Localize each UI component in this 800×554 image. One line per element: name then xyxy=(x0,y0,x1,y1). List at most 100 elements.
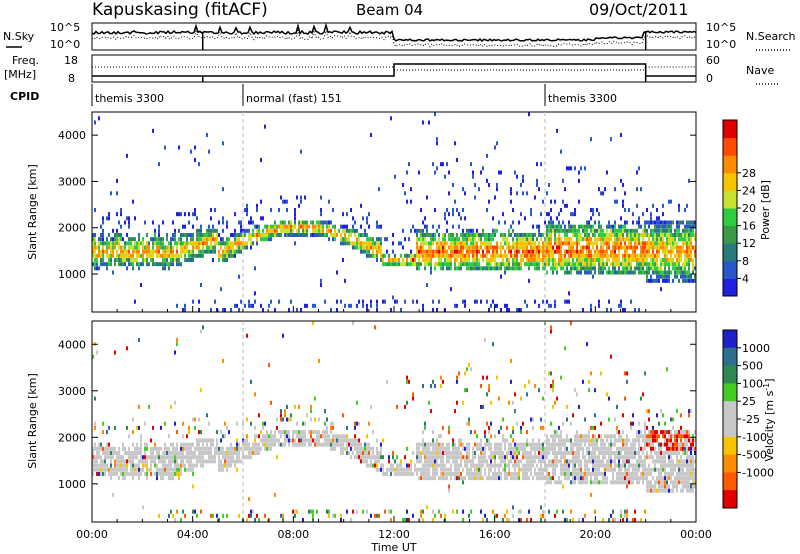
heatmap-cell xyxy=(106,446,108,451)
heatmap-cell xyxy=(452,471,454,476)
heatmap-cell xyxy=(640,233,642,237)
heatmap-cell xyxy=(438,245,440,250)
heatmap-cell xyxy=(196,455,198,460)
heatmap-cell xyxy=(518,220,520,225)
heatmap-cell xyxy=(130,258,132,262)
heatmap-cell xyxy=(122,245,124,250)
heatmap-cell xyxy=(406,518,408,522)
heatmap-cell xyxy=(280,224,282,229)
heatmap-cell xyxy=(488,258,490,262)
heatmap-cell xyxy=(632,455,634,460)
heatmap-cell xyxy=(152,237,154,242)
heatmap-cell xyxy=(610,224,612,229)
heatmap-cell xyxy=(470,476,472,481)
heatmap-cell xyxy=(360,224,362,229)
heatmap-cell xyxy=(382,463,384,468)
heatmap-cell xyxy=(612,480,614,485)
heatmap-cell xyxy=(578,237,580,242)
heatmap-cell xyxy=(110,451,112,455)
heatmap-cell xyxy=(572,212,574,217)
heatmap-cell xyxy=(454,249,456,254)
heatmap-cell xyxy=(236,421,238,426)
heatmap-cell xyxy=(598,471,600,476)
heatmap-cell xyxy=(474,183,476,187)
heatmap-cell xyxy=(366,459,368,464)
heatmap-cell xyxy=(604,253,606,258)
heatmap-cell xyxy=(626,237,628,242)
heatmap-cell xyxy=(678,258,680,262)
heatmap-cell xyxy=(320,195,322,200)
heatmap-cell xyxy=(548,509,550,514)
heatmap-cell xyxy=(650,451,652,455)
heatmap-cell xyxy=(656,274,658,279)
heatmap-cell xyxy=(482,375,484,380)
heatmap-cell xyxy=(666,262,668,267)
heatmap-cell xyxy=(620,228,622,233)
heatmap-cell xyxy=(652,266,654,271)
heatmap-cell xyxy=(334,438,336,443)
heatmap-cell xyxy=(654,253,656,258)
heatmap-cell xyxy=(148,467,150,472)
heatmap-cell xyxy=(634,258,636,262)
heatmap-cell xyxy=(484,253,486,258)
heatmap-cell xyxy=(626,371,628,376)
heatmap-cell xyxy=(572,518,574,522)
heatmap-cell xyxy=(480,170,482,175)
heatmap-cell xyxy=(138,245,140,250)
heatmap-cell xyxy=(234,459,236,464)
heatmap-cell xyxy=(516,308,518,312)
heatmap-cell xyxy=(478,471,480,476)
heatmap-cell xyxy=(670,237,672,242)
heatmap-cell xyxy=(222,241,224,246)
heatmap-cell xyxy=(166,471,168,476)
heatmap-cell xyxy=(334,434,336,439)
heatmap-cell xyxy=(236,237,238,242)
heatmap-cell xyxy=(450,467,452,472)
heatmap-cell xyxy=(568,299,570,304)
heatmap-cell xyxy=(614,455,616,460)
heatmap-cell xyxy=(646,241,648,246)
heatmap-cell xyxy=(172,237,174,242)
heatmap-cell xyxy=(200,509,202,514)
heatmap-cell xyxy=(236,451,238,455)
heatmap-cell xyxy=(548,442,550,447)
heatmap-cell xyxy=(506,451,508,455)
heatmap-cell xyxy=(488,388,490,393)
heatmap-cell xyxy=(638,270,640,275)
heatmap-cell xyxy=(420,471,422,476)
nsky-tick-top: 10^5 xyxy=(50,21,80,34)
heatmap-cell xyxy=(672,488,674,493)
heatmap-cell xyxy=(588,258,590,262)
heatmap-cell xyxy=(508,446,510,451)
heatmap-cell xyxy=(522,191,524,196)
heatmap-cell xyxy=(452,442,454,447)
heatmap-cell xyxy=(668,476,670,481)
heatmap-cell xyxy=(302,518,304,522)
heatmap-cell xyxy=(528,241,530,246)
heatmap-cell xyxy=(472,266,474,271)
heatmap-cell xyxy=(690,233,692,237)
heatmap-cell xyxy=(582,451,584,455)
heatmap-cell xyxy=(438,442,440,447)
heatmap-cell xyxy=(494,145,496,150)
heatmap-cell xyxy=(452,183,454,187)
heatmap-cell xyxy=(490,237,492,242)
heatmap-cell xyxy=(282,518,284,522)
heatmap-cell xyxy=(598,299,600,304)
heatmap-cell xyxy=(504,463,506,468)
heatmap-cell xyxy=(132,417,134,422)
heatmap-cell xyxy=(190,253,192,258)
heatmap-cell xyxy=(636,471,638,476)
heatmap-cell xyxy=(552,404,554,409)
heatmap-cell xyxy=(432,233,434,237)
heatmap-cell xyxy=(436,228,438,233)
heatmap-cell xyxy=(662,220,664,225)
heatmap-cell xyxy=(442,442,444,447)
heatmap-cell xyxy=(684,278,686,283)
heatmap-cell xyxy=(360,455,362,460)
heatmap-cell xyxy=(638,467,640,472)
heatmap-cell xyxy=(670,233,672,237)
heatmap-cell xyxy=(666,278,668,283)
heatmap-cell xyxy=(494,434,496,439)
heatmap-cell xyxy=(306,224,308,229)
